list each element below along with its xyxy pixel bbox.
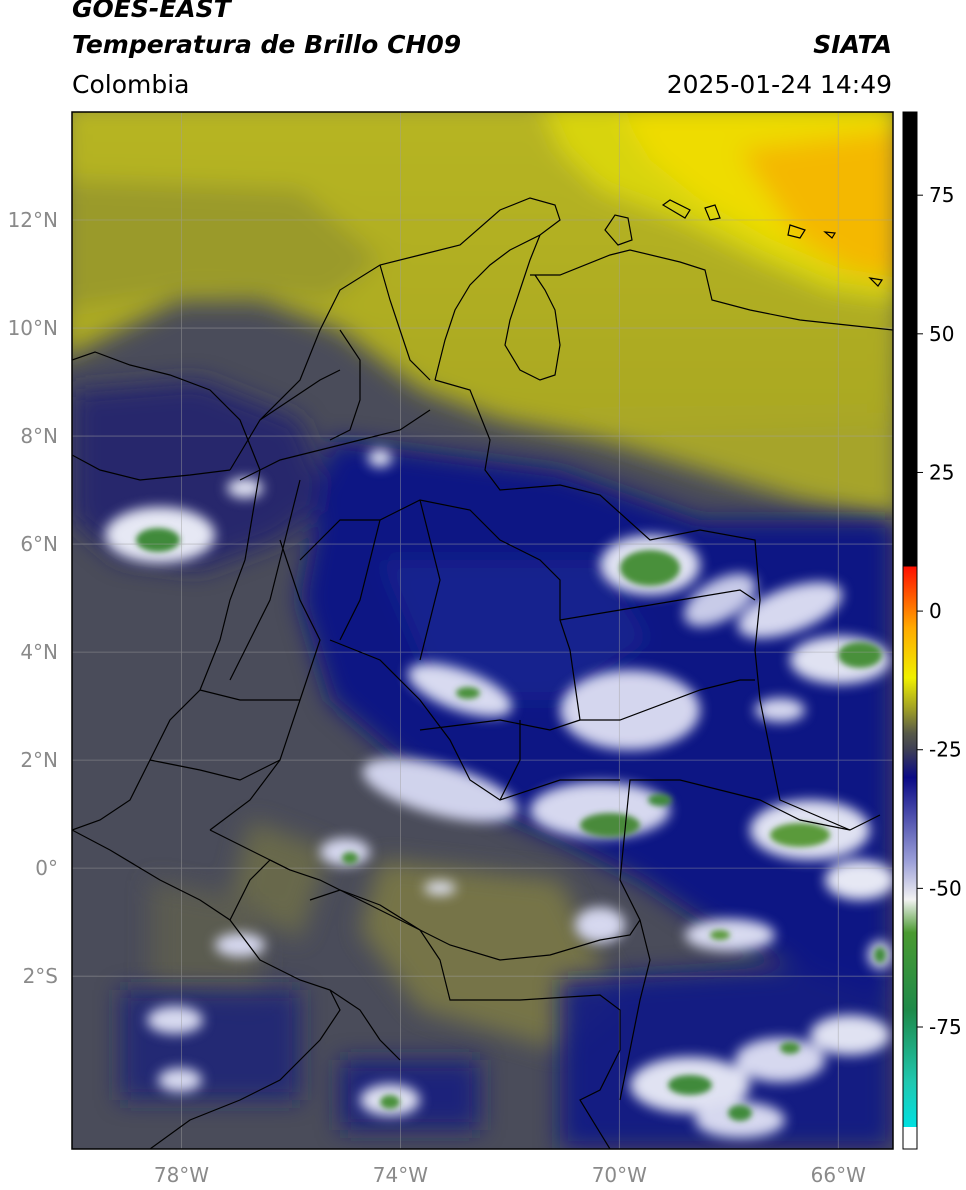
colorbar-tick-label: 25 (929, 460, 954, 484)
lat-tick-label: 2°S (23, 964, 58, 988)
colorbar: 75 50 25 0 -25 -50 -75 (902, 111, 962, 1150)
colorbar-tick-label: -25 (929, 738, 962, 762)
lon-tick-label: 78°W (154, 1163, 209, 1187)
lat-tick-label: 10°N (8, 316, 58, 340)
lon-tick-label: 70°W (592, 1163, 647, 1187)
product-title: Temperatura de Brillo CH09 (72, 30, 462, 59)
country-borders (72, 197, 893, 1149)
lat-tick-label: 6°N (20, 532, 58, 556)
longitude-labels: 78°W 74°W 70°W 66°W (154, 1163, 866, 1187)
satellite-title: GOES-EAST (72, 0, 231, 23)
ecuador-peru-border (72, 829, 341, 1149)
brazil-border (209, 779, 851, 961)
venezuela-border (434, 379, 881, 831)
caribbean-coast (229, 197, 561, 471)
colorbar-gradient (903, 112, 917, 1149)
lat-tick-label: 2°N (20, 748, 58, 772)
lat-tick-label: 0° (35, 856, 58, 880)
satellite-imagery (72, 112, 893, 1149)
brazil-south (619, 919, 651, 1101)
colorbar-tick-label: 0 (929, 599, 942, 623)
colorbar-ticks: 75 50 25 0 -25 -50 -75 (917, 183, 962, 1039)
panama-coast (72, 351, 261, 561)
lat-tick-label: 4°N (20, 640, 58, 664)
lon-tick-label: 66°W (811, 1163, 866, 1187)
lat-tick-label: 8°N (20, 424, 58, 448)
colorbar-frame (902, 111, 918, 1150)
colorbar-tick-label: -75 (929, 1015, 962, 1039)
lon-tick-label: 74°W (373, 1163, 428, 1187)
paraguana (604, 214, 633, 246)
peru-border (309, 889, 621, 1149)
pacific-coast (72, 559, 246, 831)
colorbar-tick-label: -50 (929, 876, 962, 900)
latitude-labels: 12°N 10°N 8°N 6°N 4°N 2°N 0° 2°S (8, 208, 58, 988)
dept-line-1 (299, 499, 755, 721)
lat-tick-label: 12°N (8, 208, 58, 232)
region-label: Colombia (72, 70, 190, 99)
graticule (72, 112, 893, 1149)
colorbar-tick-label: 50 (929, 322, 954, 346)
colorbar-tick-label: 75 (929, 183, 954, 207)
map-frame (71, 111, 894, 1150)
maracaibo-lake (504, 234, 561, 381)
agency-label: SIATA (813, 30, 892, 59)
timestamp-label: 2025-01-24 14:49 (666, 70, 892, 99)
venezuela-coast (530, 249, 893, 331)
